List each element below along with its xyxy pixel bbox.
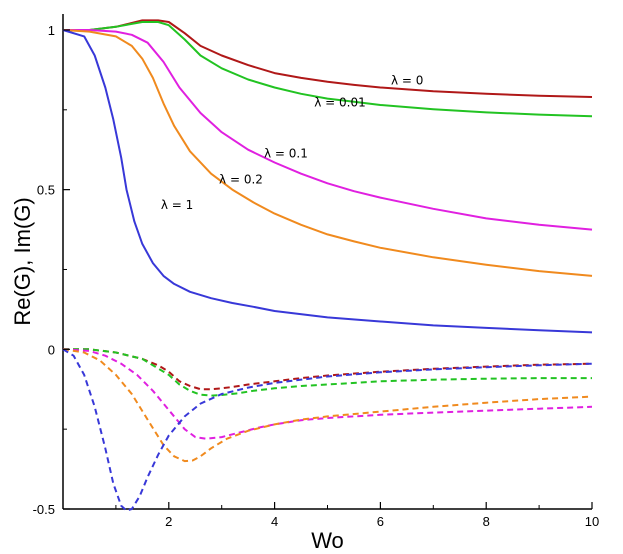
y-tick-label: -0.5 [33, 502, 55, 517]
annotations-layer: λ = 0 λ = 0.01 λ = 0.1λ = 0.2 λ = 1 [161, 73, 424, 212]
series-annotation: λ = 1 [161, 198, 193, 212]
series-annotation: λ = 0.01 [314, 96, 366, 110]
series-annotation: λ = 0.1 [264, 147, 308, 161]
y-tick-label: 1 [48, 23, 55, 38]
x-tick-label: 8 [483, 514, 490, 529]
y-tick-label: 0 [48, 342, 55, 357]
series-line-im-6 [63, 348, 592, 397]
y-axis: -0.5 0 0.5 1 [33, 23, 70, 517]
x-axis-title: Wo [311, 528, 344, 553]
series-layer [62, 19, 593, 512]
series-line-im-7 [62, 348, 593, 440]
plot-frame [62, 14, 592, 510]
x-tick-label: 10 [585, 514, 599, 529]
y-axis-title: Re(G), Im(G) [10, 197, 35, 325]
series-line-re-4 [62, 29, 593, 334]
x-tick-label: 4 [271, 514, 278, 529]
series-annotation: λ = 0 [391, 73, 423, 87]
series-annotation: λ = 0.2 [219, 172, 263, 186]
series-line-re-0 [63, 19, 593, 98]
x-axis: 2 4 6 8 10 [115, 502, 599, 529]
y-tick-label: 0.5 [37, 183, 55, 198]
series-line-re-3 [62, 29, 593, 277]
series-line-re-2 [63, 29, 593, 231]
x-tick-label: 2 [165, 514, 172, 529]
series-line-im-8 [62, 348, 593, 463]
series-line-im-5 [63, 348, 593, 391]
series-line-re-1 [63, 21, 593, 118]
x-tick-label: 6 [377, 514, 384, 529]
series-line-im-9 [62, 348, 593, 512]
